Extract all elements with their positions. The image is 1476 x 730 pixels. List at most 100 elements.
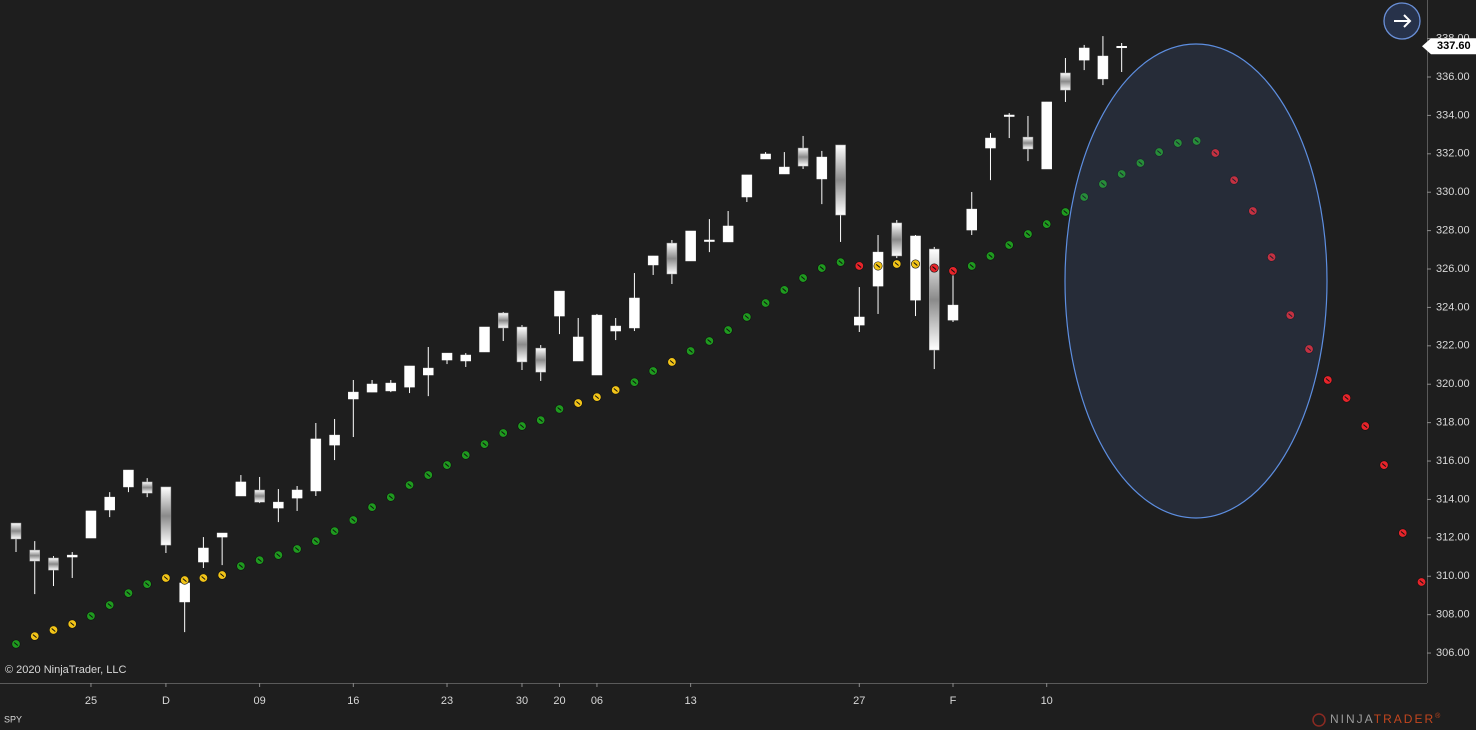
candle-body <box>929 248 940 351</box>
candle-body <box>235 481 247 497</box>
dot-glyph <box>238 564 244 568</box>
candle-body <box>854 316 865 326</box>
x-tick-label: D <box>162 695 170 707</box>
candle-body <box>441 352 453 361</box>
last-price-tag <box>1422 38 1476 55</box>
nav-arrow[interactable] <box>1394 14 1412 28</box>
dot-glyph <box>1269 255 1274 259</box>
dot-glyph <box>632 380 637 384</box>
dot-glyph <box>388 495 393 500</box>
ellipse-drawing[interactable] <box>1064 43 1328 519</box>
y-tick-label: 328.00 <box>1436 225 1470 237</box>
candle-body <box>329 434 340 446</box>
y-tick-label: 334.00 <box>1436 109 1470 121</box>
candle-body <box>1097 55 1109 80</box>
y-tick-label: 322.00 <box>1436 340 1470 352</box>
candle-body <box>816 156 828 180</box>
dot-glyph <box>201 576 206 580</box>
dot-glyph <box>538 418 543 423</box>
dot-glyph <box>857 264 862 268</box>
candle-body <box>647 255 659 266</box>
candle-body <box>1022 136 1034 150</box>
dot-glyph <box>351 518 356 522</box>
candle-body <box>10 522 22 540</box>
candle-body <box>254 489 265 503</box>
x-tick-label: 23 <box>441 695 453 707</box>
candle-body <box>310 438 322 492</box>
candle-body <box>348 391 359 400</box>
dot-glyph <box>369 505 375 509</box>
candle-body <box>1060 72 1071 91</box>
x-tick-label: 27 <box>853 695 865 707</box>
dot-glyph <box>126 591 131 596</box>
dot-glyph <box>988 254 993 258</box>
candle-body <box>460 354 472 362</box>
dot-glyph <box>444 463 450 467</box>
dot-glyph <box>763 301 768 305</box>
dot-glyph <box>1175 141 1181 145</box>
x-tick-label: 16 <box>347 695 359 707</box>
dot-glyph <box>1213 151 1218 155</box>
dot-glyph <box>1363 424 1368 428</box>
nav-button[interactable] <box>1383 2 1421 40</box>
x-tick-label: 25 <box>85 695 97 707</box>
y-tick-label: 318.00 <box>1436 417 1470 429</box>
candle-body <box>891 222 903 257</box>
dot-glyph <box>70 622 75 626</box>
y-tick-label: 326.00 <box>1436 263 1470 275</box>
dot-glyph <box>501 431 506 435</box>
dot-glyph <box>163 576 169 580</box>
dot-glyph <box>1044 222 1049 226</box>
dot-glyph <box>613 388 618 392</box>
dot-glyph <box>88 614 94 618</box>
x-tick-label: F <box>950 695 957 707</box>
x-tick-label: 30 <box>516 695 528 707</box>
dot-glyph <box>1025 232 1031 236</box>
candle-body <box>404 365 415 388</box>
dot-glyph <box>182 578 187 582</box>
dot-glyph <box>1119 172 1124 176</box>
dot-glyph <box>894 262 899 266</box>
candle-body <box>685 230 696 262</box>
candle-body <box>479 326 490 353</box>
dot-glyph <box>1381 463 1387 467</box>
dot-glyph <box>669 360 675 364</box>
candle-body <box>366 383 378 393</box>
x-tick-label: 10 <box>1041 695 1053 707</box>
candle-body <box>535 347 546 373</box>
dot-glyph <box>557 407 562 411</box>
dot-glyph <box>651 369 656 373</box>
candle-body <box>123 469 134 488</box>
dot-glyph <box>969 264 974 268</box>
candle-body <box>66 554 78 558</box>
copyright: © 2020 NinjaTrader, LLC <box>5 664 126 676</box>
candle-body <box>741 174 753 198</box>
y-tick-label: 316.00 <box>1436 455 1470 467</box>
y-tick-label: 320.00 <box>1436 378 1470 390</box>
dot-glyph <box>107 603 112 607</box>
dot-glyph <box>707 339 712 343</box>
dot-glyph <box>1419 580 1424 584</box>
y-tick-label: 332.00 <box>1436 148 1470 160</box>
plot-area <box>10 36 1427 649</box>
candle-body <box>1003 114 1015 117</box>
candle-body <box>722 225 734 243</box>
dot-glyph <box>913 262 918 266</box>
dot-glyph <box>332 529 337 534</box>
dot-glyph <box>1231 178 1237 182</box>
dot-glyph <box>463 453 468 457</box>
dot-glyph <box>257 558 262 562</box>
dot-glyph <box>1344 396 1349 400</box>
logo-text: NINJATRADER® <box>1330 712 1442 726</box>
candle-body <box>1078 47 1090 61</box>
candle-body <box>554 290 565 317</box>
dot-glyph <box>13 642 19 646</box>
dot-glyph <box>407 483 412 487</box>
candle-body <box>704 239 715 242</box>
x-tick-label: 09 <box>253 695 265 707</box>
dot-glyph <box>1325 378 1330 382</box>
dot-glyph <box>1194 139 1199 143</box>
dot-glyph <box>819 266 824 270</box>
dot-glyph <box>688 349 693 353</box>
